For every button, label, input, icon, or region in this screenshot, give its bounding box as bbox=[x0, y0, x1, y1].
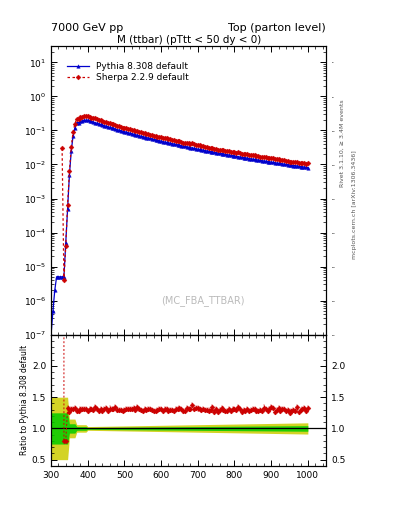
Line: Sherpa 2.2.9 default: Sherpa 2.2.9 default bbox=[61, 115, 310, 282]
Sherpa 2.2.9 default bbox=[120, 124, 125, 131]
Pythia 8.308 default bbox=[305, 164, 310, 170]
Text: Top (parton level): Top (parton level) bbox=[228, 23, 326, 33]
Sherpa 2.2.9 default bbox=[239, 151, 244, 157]
Title: M (ttbar) (pTtt < 50 dy < 0): M (ttbar) (pTtt < 50 dy < 0) bbox=[116, 35, 261, 45]
Pythia 8.308 default bbox=[294, 163, 299, 169]
Y-axis label: Ratio to Pythia 8.308 default: Ratio to Pythia 8.308 default bbox=[20, 345, 29, 456]
Sherpa 2.2.9 default bbox=[276, 156, 281, 162]
Sherpa 2.2.9 default bbox=[305, 160, 310, 166]
Text: 7000 GeV pp: 7000 GeV pp bbox=[51, 23, 123, 33]
Pythia 8.308 default bbox=[269, 159, 274, 165]
Sherpa 2.2.9 default bbox=[293, 159, 298, 165]
Pythia 8.308 default bbox=[274, 160, 279, 166]
Sherpa 2.2.9 default bbox=[194, 141, 198, 147]
Pythia 8.308 default bbox=[49, 332, 53, 338]
Sherpa 2.2.9 default bbox=[62, 277, 66, 283]
Line: Pythia 8.308 default: Pythia 8.308 default bbox=[50, 118, 310, 336]
Sherpa 2.2.9 default bbox=[84, 113, 88, 119]
Text: Rivet 3.1.10, ≥ 3.4M events: Rivet 3.1.10, ≥ 3.4M events bbox=[340, 99, 345, 187]
Pythia 8.308 default bbox=[51, 308, 55, 314]
Pythia 8.308 default bbox=[63, 240, 68, 246]
Legend: Pythia 8.308 default, Sherpa 2.2.9 default: Pythia 8.308 default, Sherpa 2.2.9 defau… bbox=[64, 59, 192, 84]
Pythia 8.308 default bbox=[85, 117, 90, 123]
Sherpa 2.2.9 default bbox=[60, 145, 64, 152]
Text: mcplots.cern.ch [arXiv:1306.3436]: mcplots.cern.ch [arXiv:1306.3436] bbox=[352, 151, 357, 259]
Sherpa 2.2.9 default bbox=[203, 144, 208, 150]
Text: (MC_FBA_TTBAR): (MC_FBA_TTBAR) bbox=[161, 294, 244, 306]
Pythia 8.308 default bbox=[135, 132, 140, 138]
